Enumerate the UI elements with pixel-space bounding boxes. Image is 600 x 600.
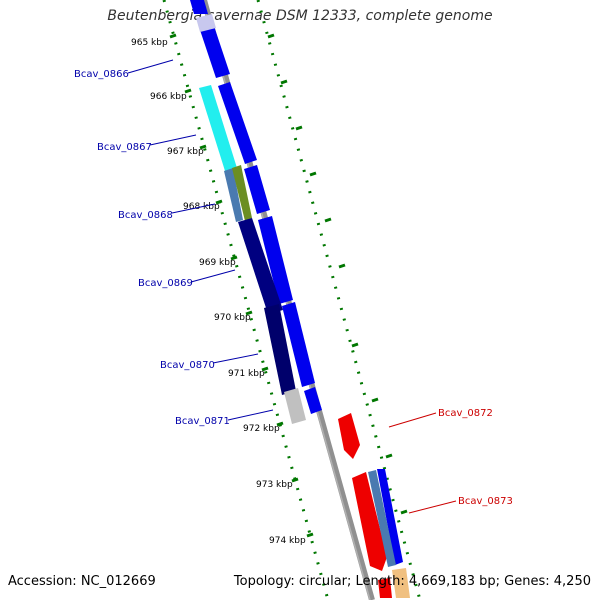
kbp-label: 967 kbp [167, 147, 204, 157]
accession-text: Accession: NC_012669 [8, 574, 156, 589]
kbp-label: 973 kbp [256, 480, 293, 490]
topology-text: Topology: circular; Length: 4,669,183 bp… [233, 574, 591, 589]
gene-arrow[interactable] [244, 165, 270, 214]
tick-track-right [256, 0, 422, 600]
gene-arrow[interactable] [218, 82, 257, 164]
kbp-label: 966 kbp [150, 92, 187, 102]
gene-red[interactable] [352, 472, 387, 571]
kbp-label: 971 kbp [228, 369, 265, 379]
gene-grey[interactable] [284, 388, 306, 424]
kbp-label: 974 kbp [269, 536, 306, 546]
gene-olive[interactable] [232, 165, 252, 221]
gene-cyan[interactable] [199, 85, 237, 171]
gene-arrow[interactable] [190, 0, 208, 14]
gene-label-bcav-0866[interactable]: Bcav_0866 [74, 69, 129, 80]
gene-label-bcav-0869[interactable]: Bcav_0869 [138, 278, 193, 289]
reverse-genes[interactable] [196, 14, 306, 424]
kbp-label: 970 kbp [214, 313, 251, 323]
gene-arrow[interactable] [258, 216, 293, 304]
left-leaders [127, 59, 274, 421]
gene-arrow[interactable] [304, 387, 322, 414]
gene-arrow[interactable] [198, 20, 230, 78]
gene-red[interactable] [378, 578, 392, 598]
gene-arrow[interactable] [282, 302, 315, 387]
gene-orange[interactable] [392, 568, 410, 598]
major-ticks [169, 33, 314, 538]
gene-label-bcav-0870[interactable]: Bcav_0870 [160, 360, 215, 371]
major-ticks-right [267, 33, 408, 515]
gene-red[interactable] [338, 413, 360, 459]
gene-steel-right[interactable] [368, 470, 396, 567]
gene-navy[interactable] [238, 218, 283, 314]
gene-arrow[interactable] [377, 469, 403, 565]
gene-label-bcav-0873[interactable]: Bcav_0873 [458, 496, 513, 507]
forward-genes[interactable] [190, 0, 403, 565]
gene-label-bcav-0867[interactable]: Bcav_0867 [97, 142, 152, 153]
gene-cyan-top[interactable] [196, 14, 216, 32]
gene-label-bcav-0868[interactable]: Bcav_0868 [118, 210, 173, 221]
right-gene-labels: Bcav_0872 Bcav_0873 [438, 408, 513, 507]
right-leaders [388, 412, 457, 514]
red-genes[interactable] [338, 413, 410, 598]
kbp-label: 969 kbp [199, 258, 236, 268]
gene-navy[interactable] [264, 304, 296, 395]
left-gene-labels: Bcav_0866 Bcav_0867 Bcav_0868 Bcav_0869 … [74, 69, 230, 427]
gene-steel[interactable] [224, 168, 243, 222]
kbp-label: 972 kbp [243, 424, 280, 434]
gene-label-bcav-0872[interactable]: Bcav_0872 [438, 408, 493, 419]
tick-track-left [162, 0, 330, 600]
kbp-label: 965 kbp [131, 38, 168, 48]
gene-label-bcav-0871[interactable]: Bcav_0871 [175, 416, 230, 427]
